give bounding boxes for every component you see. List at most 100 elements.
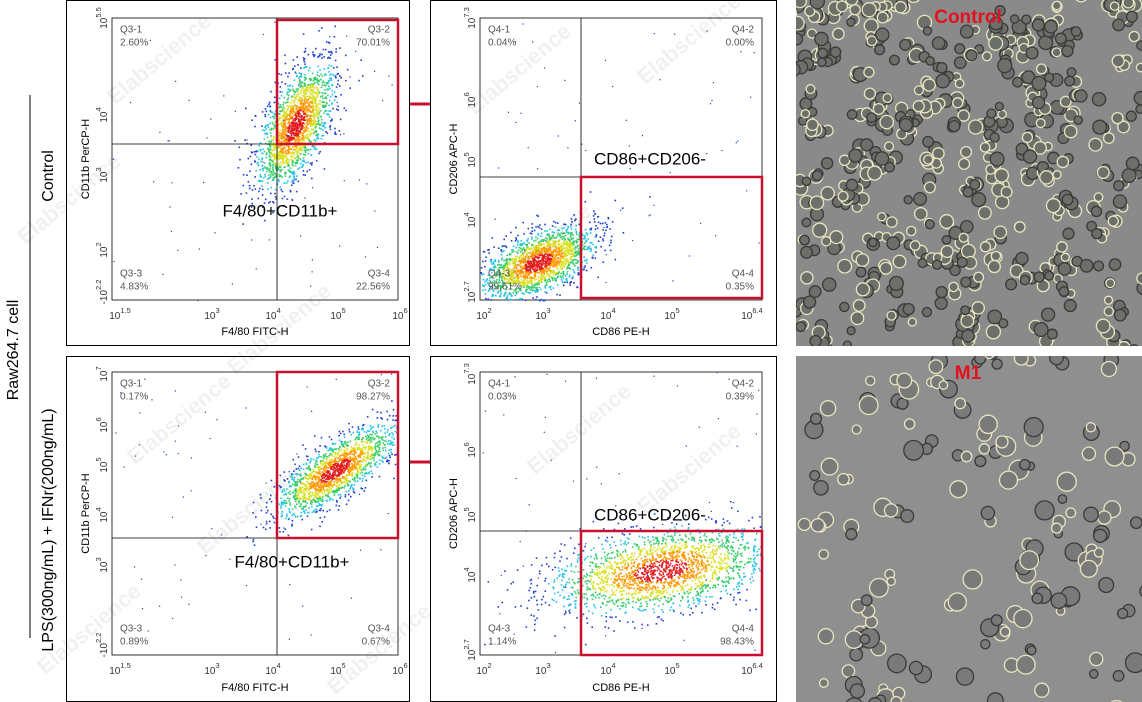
event-dot <box>533 277 536 280</box>
event-dot <box>277 145 279 147</box>
event-dot <box>525 299 527 302</box>
event-dot <box>604 221 607 224</box>
event-dot <box>269 165 272 168</box>
event-dot <box>548 250 550 252</box>
event-dot <box>511 251 513 253</box>
event-dot <box>309 488 311 490</box>
event-dot <box>359 477 361 480</box>
event-dot <box>263 177 265 179</box>
event-dot <box>526 260 529 262</box>
event-dot <box>547 244 549 246</box>
event-dot <box>296 481 299 484</box>
event-dot <box>358 465 361 468</box>
event-dot <box>312 89 314 92</box>
event-dot <box>324 464 326 467</box>
tick-base: 10 <box>467 17 478 29</box>
event-dot <box>498 290 500 293</box>
event-dot <box>355 437 357 440</box>
event-dot <box>266 501 268 504</box>
event-dot <box>277 154 280 156</box>
event-dot <box>306 115 308 117</box>
event-dot <box>559 275 562 277</box>
event-dot <box>329 95 332 98</box>
event-dot <box>553 249 555 251</box>
event-dot <box>547 258 549 261</box>
quadrant-name: Q3-2 <box>368 25 391 36</box>
event-dot <box>291 523 293 526</box>
event-dot <box>296 90 298 92</box>
event-dot <box>361 480 364 482</box>
event-dot <box>358 434 360 436</box>
tick-exponent: 2 <box>487 306 491 315</box>
event-dot <box>503 278 506 281</box>
event-dot <box>536 271 538 273</box>
event-dot <box>532 289 535 291</box>
event-dot <box>299 75 302 78</box>
event-dot <box>525 249 527 252</box>
event-dot <box>495 280 498 283</box>
event-dot <box>371 457 374 459</box>
event-dot <box>302 130 305 132</box>
event-dot <box>489 286 492 289</box>
event-dot <box>321 460 324 463</box>
event-dot <box>511 257 514 260</box>
event-dot <box>345 109 347 112</box>
event-dot <box>316 460 318 463</box>
event-dot <box>578 102 581 104</box>
event-dot <box>561 245 563 248</box>
event-dot <box>271 178 274 181</box>
event-dot <box>265 522 268 525</box>
event-dot <box>590 228 592 231</box>
event-dot <box>559 247 561 249</box>
event-dot <box>599 222 602 225</box>
event-dot <box>292 182 294 184</box>
event-dot <box>334 131 336 134</box>
event-dot <box>563 258 565 260</box>
event-dot <box>521 243 523 245</box>
event-dot <box>507 270 510 272</box>
event-dot <box>303 99 305 101</box>
event-dot <box>309 97 312 100</box>
event-dot <box>503 281 505 284</box>
event-dot <box>253 184 255 187</box>
event-dot <box>552 234 555 236</box>
event-dot <box>318 456 320 458</box>
event-dot <box>311 100 313 103</box>
event-dot <box>504 292 506 295</box>
event-dot <box>517 274 519 276</box>
event-dot <box>264 115 267 118</box>
event-dot <box>268 169 271 172</box>
event-dot <box>291 158 293 161</box>
event-dot <box>520 273 522 275</box>
event-dot <box>529 249 532 251</box>
event-dot <box>523 265 526 267</box>
event-dot <box>248 185 251 187</box>
y-axis-label: CD206 APC-H <box>448 123 460 194</box>
event-dot <box>560 276 562 279</box>
event-dot <box>322 106 324 108</box>
event-dot <box>484 281 486 283</box>
event-dot <box>327 82 329 85</box>
event-dot <box>304 506 306 508</box>
event-dot <box>361 471 363 474</box>
event-dot <box>315 491 317 494</box>
event-dot <box>339 487 342 489</box>
event-dot <box>300 503 302 505</box>
event-dot <box>296 493 299 495</box>
event-dot <box>312 128 315 131</box>
event-dot <box>306 502 308 504</box>
event-dot <box>316 71 319 73</box>
event-dot <box>284 140 286 143</box>
event-dot <box>575 262 577 264</box>
event-dot <box>234 140 236 142</box>
event-dot <box>318 469 320 471</box>
event-dot <box>587 238 589 240</box>
event-dot <box>312 107 315 109</box>
event-dot <box>365 468 367 471</box>
event-dot <box>264 114 266 116</box>
event-dot <box>259 169 262 171</box>
event-dot <box>526 279 528 282</box>
event-dot <box>240 193 242 195</box>
event-dot <box>539 248 541 250</box>
event-dot <box>305 125 307 128</box>
